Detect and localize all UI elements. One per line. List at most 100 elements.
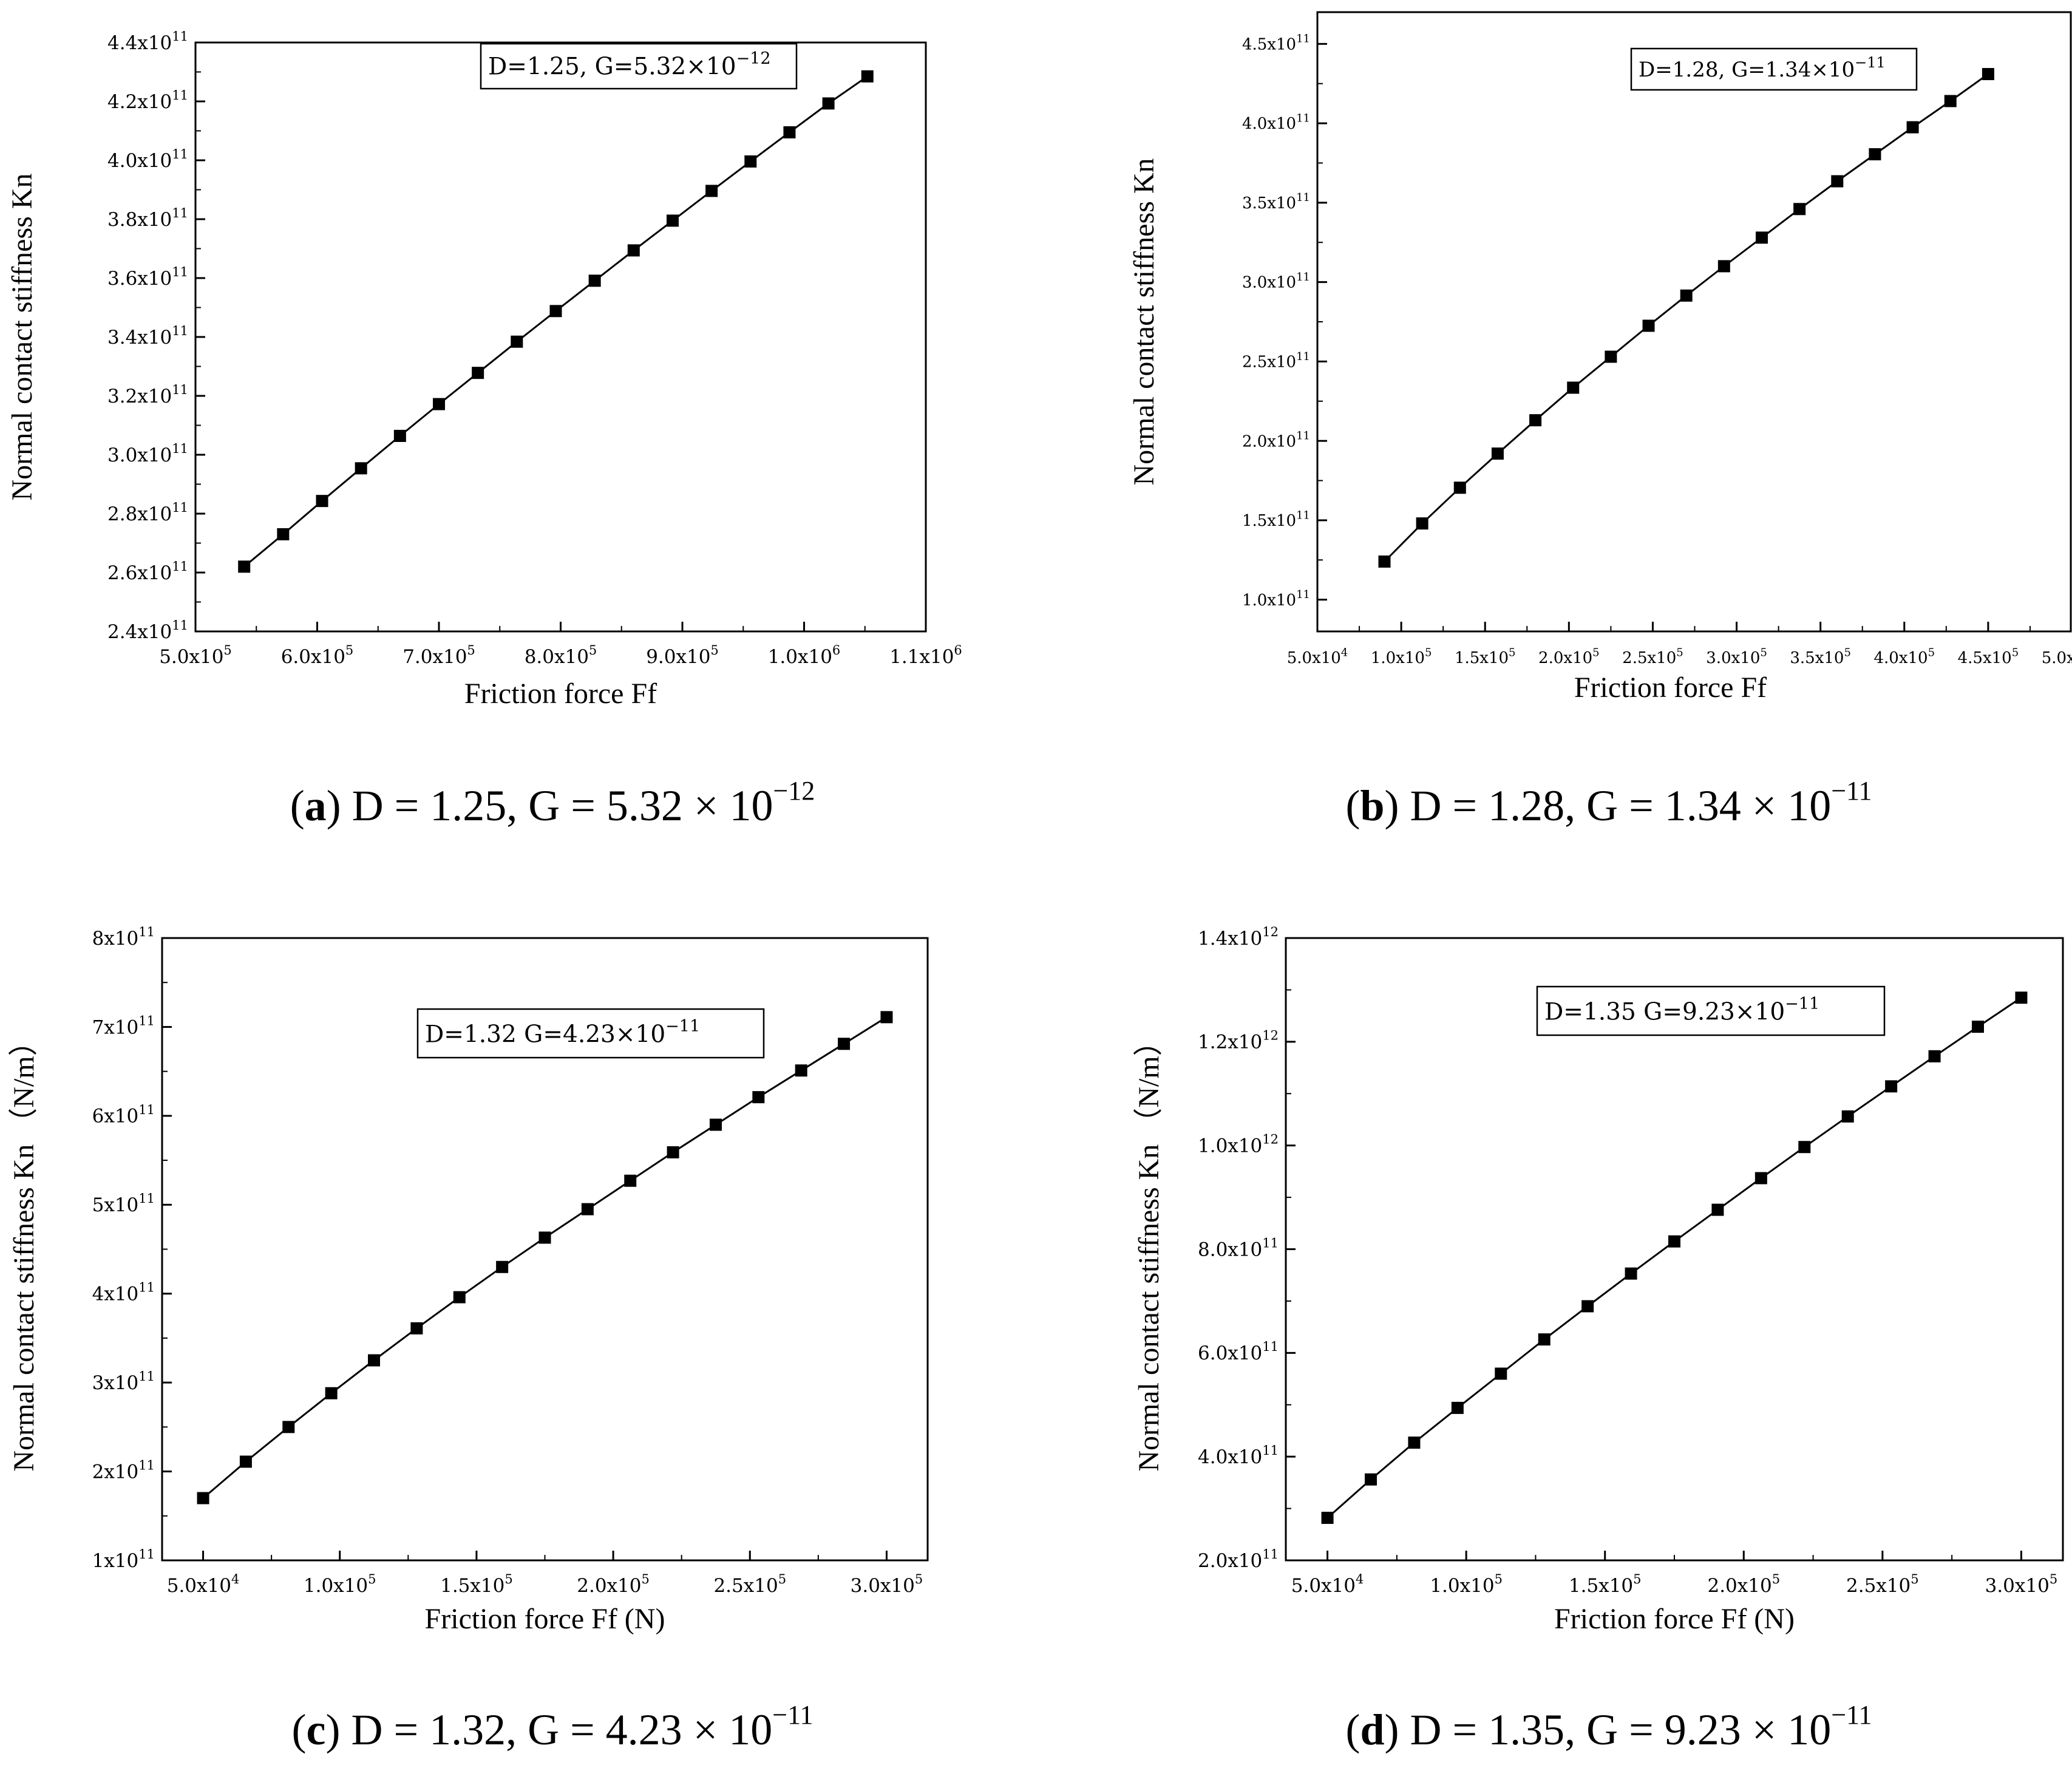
data-point: [1711, 1203, 1724, 1216]
plot-frame: [194, 41, 927, 633]
data-point: [838, 1038, 851, 1050]
x-tick-label: 6.0x105: [281, 643, 354, 668]
y-tick-label: 3x1011: [92, 1369, 155, 1394]
caption-text: D = 1.35, G = 9.23 × 10: [1399, 1705, 1832, 1754]
y-tick-label: 3.5x1011: [1242, 191, 1310, 212]
x-tick-label: 1.1x106: [889, 643, 962, 668]
data-point: [282, 1421, 295, 1433]
data-point: [795, 1064, 807, 1077]
data-point: [496, 1260, 509, 1273]
data-point: [1831, 175, 1844, 188]
data-point: [1944, 95, 1957, 107]
caption-exponent: −11: [1831, 776, 1872, 806]
annotation-text: D=1.25, G=5.32×10−12: [488, 49, 771, 81]
data-point: [325, 1387, 338, 1399]
x-tick-label: 1.5x105: [1569, 1572, 1642, 1597]
data-point: [880, 1011, 893, 1024]
data-point: [783, 126, 796, 138]
y-tick-label: 4.0x1011: [1242, 112, 1310, 133]
y-tick-label: 4.0x1011: [107, 147, 188, 172]
annotation-text: D=1.28, G=1.34×10−11: [1639, 54, 1886, 82]
y-tick-label: 2.5x1011: [1242, 350, 1310, 372]
data-point: [1581, 1300, 1594, 1313]
x-tick-label: 2.0x105: [1707, 1572, 1780, 1597]
data-point: [1972, 1021, 1984, 1033]
data-point: [368, 1354, 381, 1367]
data-point: [1538, 1333, 1551, 1346]
x-tick-label: 2.5x105: [1622, 646, 1683, 667]
data-point: [197, 1492, 209, 1504]
data-point: [624, 1174, 637, 1187]
data-point: [1605, 350, 1617, 363]
caption-d: (d) D = 1.35, G = 9.23 × 10−11: [1345, 1700, 1872, 1755]
y-tick-label: 3.0x1011: [1242, 271, 1310, 292]
data-point: [549, 305, 562, 318]
x-axis-title: Friction force Ff: [1574, 672, 1767, 704]
y-tick-label: 1.0x1012: [1198, 1132, 1279, 1157]
x-tick-label: 5.0x105: [159, 643, 232, 668]
data-point: [627, 244, 640, 257]
x-tick-label: 2.0x105: [1538, 646, 1600, 667]
data-point: [1754, 1172, 1767, 1185]
caption-letter: b: [1360, 781, 1385, 830]
y-tick-label: 8.0x1011: [1198, 1236, 1279, 1260]
caption-a: (a) D = 1.25, G = 5.32 × 10−12: [290, 776, 815, 831]
y-tick-label: 1x1011: [92, 1547, 155, 1572]
y-tick-label: 8x1011: [92, 925, 155, 950]
x-tick-label: 5.0x104: [1291, 1572, 1364, 1597]
x-tick-label: 4.0x105: [1873, 646, 1935, 667]
data-point: [1717, 260, 1730, 273]
data-point: [705, 185, 718, 197]
data-point: [239, 1455, 252, 1468]
y-tick-label: 3.2x1011: [107, 382, 188, 407]
y-tick-label: 3.8x1011: [107, 206, 188, 231]
data-point: [1495, 1367, 1507, 1380]
y-axis-title: Normal contact stiffness Kn （N/m）: [1133, 1027, 1165, 1471]
x-axis-title: Friction force Ff: [464, 678, 657, 710]
y-tick-label: 1.0x1011: [1242, 588, 1310, 610]
data-point: [1755, 231, 1768, 244]
data-point: [752, 1091, 765, 1104]
y-axis-title: Normal contact stiffness Kn （N/m）: [8, 1027, 40, 1471]
data-point: [1408, 1436, 1421, 1449]
data-point: [1365, 1473, 1377, 1486]
x-axis-title: Friction force Ff (N): [1554, 1603, 1795, 1635]
data-point: [277, 528, 290, 540]
series-line: [202, 1016, 888, 1499]
caption-text: D = 1.32, G = 4.23 × 10: [340, 1705, 773, 1754]
x-tick-label: 1.0x105: [1371, 646, 1432, 667]
data-point: [1793, 203, 1806, 216]
series-line: [1384, 73, 1989, 562]
data-point: [744, 155, 757, 168]
annotation-box: [1536, 985, 1886, 1036]
y-tick-label: 1.4x1012: [1198, 925, 1279, 950]
x-tick-label: 1.5x105: [1455, 646, 1516, 667]
y-tick-label: 4.5x1011: [1242, 33, 1310, 54]
y-tick-label: 2.8x1011: [107, 500, 188, 525]
data-point: [453, 1291, 466, 1304]
y-axis-title: Normal contact stiffness Kn: [6, 174, 38, 501]
y-tick-label: 3.4x1011: [107, 324, 188, 348]
data-point: [410, 1322, 423, 1334]
y-tick-label: 3.0x1011: [107, 441, 188, 466]
data-point: [1885, 1080, 1898, 1093]
y-tick-label: 2.0x1011: [1242, 430, 1310, 451]
caption-letter: d: [1360, 1705, 1385, 1754]
x-tick-label: 5.0x105: [2042, 646, 2072, 667]
data-point: [1378, 555, 1391, 568]
annotation-box: [480, 42, 798, 90]
data-point: [538, 1231, 551, 1244]
annotation-box: [416, 1008, 765, 1059]
x-tick-label: 1.5x105: [440, 1572, 513, 1597]
data-point: [1928, 1050, 1941, 1062]
data-point: [1841, 1110, 1854, 1123]
data-point: [1642, 319, 1655, 332]
series-line: [1326, 996, 2022, 1519]
data-point: [709, 1118, 722, 1131]
y-axis-title: Normal contact stiffness Kn: [1128, 158, 1160, 486]
series-line: [243, 75, 868, 568]
data-point: [355, 462, 367, 475]
data-point: [581, 1203, 594, 1216]
data-point: [1451, 1401, 1464, 1414]
data-point: [511, 335, 523, 348]
